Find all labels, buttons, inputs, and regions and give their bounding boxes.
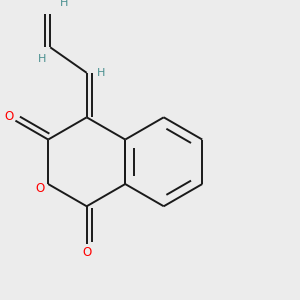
Text: H: H [60, 0, 69, 8]
Text: O: O [82, 245, 91, 259]
Text: O: O [35, 182, 44, 195]
Text: H: H [97, 68, 105, 78]
Text: H: H [38, 54, 46, 64]
Text: O: O [4, 110, 13, 123]
